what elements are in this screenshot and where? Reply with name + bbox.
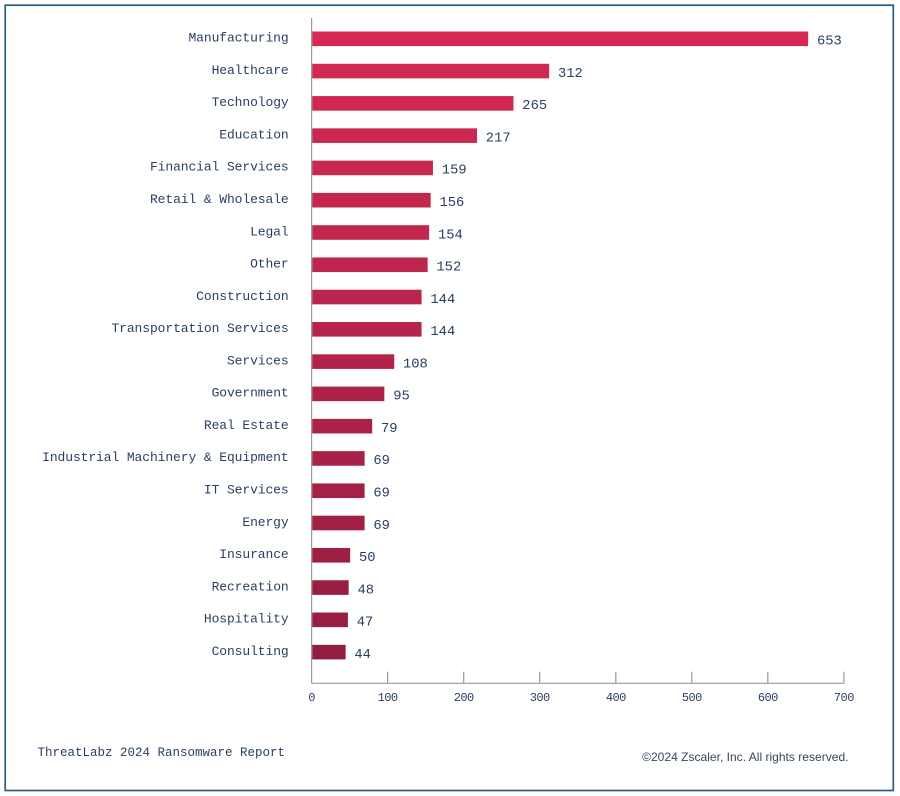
svg-text:500: 500 bbox=[682, 691, 702, 705]
svg-text:47: 47 bbox=[357, 616, 374, 631]
svg-text:154: 154 bbox=[438, 228, 463, 243]
svg-text:95: 95 bbox=[393, 390, 410, 405]
svg-text:Industrial Machinery & Equipme: Industrial Machinery & Equipment bbox=[42, 450, 288, 465]
svg-text:400: 400 bbox=[606, 691, 626, 705]
svg-text:69: 69 bbox=[373, 487, 390, 502]
svg-text:653: 653 bbox=[817, 35, 842, 50]
svg-text:Retail & Wholesale: Retail & Wholesale bbox=[150, 192, 289, 207]
svg-text:©2024 Zscaler, Inc. All rights: ©2024 Zscaler, Inc. All rights reserved. bbox=[642, 750, 848, 764]
svg-text:Insurance: Insurance bbox=[219, 547, 288, 562]
svg-text:Government: Government bbox=[212, 386, 289, 401]
svg-text:156: 156 bbox=[440, 196, 465, 211]
svg-text:0: 0 bbox=[308, 691, 315, 705]
svg-text:300: 300 bbox=[530, 691, 550, 705]
svg-text:200: 200 bbox=[454, 691, 474, 705]
svg-text:Other: Other bbox=[250, 257, 289, 272]
svg-text:Legal: Legal bbox=[250, 224, 289, 239]
svg-text:69: 69 bbox=[373, 454, 390, 469]
svg-text:Financial Services: Financial Services bbox=[150, 160, 289, 175]
svg-text:69: 69 bbox=[373, 519, 390, 534]
svg-text:312: 312 bbox=[558, 67, 583, 82]
svg-text:Education: Education bbox=[219, 127, 288, 142]
svg-text:48: 48 bbox=[358, 583, 375, 598]
svg-text:600: 600 bbox=[758, 691, 778, 705]
svg-text:Technology: Technology bbox=[212, 95, 289, 110]
svg-text:144: 144 bbox=[430, 293, 455, 308]
svg-text:144: 144 bbox=[430, 325, 455, 340]
svg-text:Construction: Construction bbox=[196, 289, 288, 304]
svg-text:Real Estate: Real Estate bbox=[204, 418, 289, 433]
svg-text:Healthcare: Healthcare bbox=[212, 63, 289, 78]
svg-text:50: 50 bbox=[359, 551, 376, 566]
svg-text:IT Services: IT Services bbox=[204, 483, 289, 498]
svg-text:217: 217 bbox=[486, 131, 511, 146]
svg-text:ThreatLabz 2024 Ransomware Rep: ThreatLabz 2024 Ransomware Report bbox=[38, 746, 286, 760]
svg-text:Energy: Energy bbox=[242, 515, 289, 530]
svg-text:Consulting: Consulting bbox=[212, 644, 289, 659]
svg-text:44: 44 bbox=[354, 648, 371, 663]
svg-text:700: 700 bbox=[834, 691, 854, 705]
svg-text:152: 152 bbox=[436, 261, 461, 276]
svg-text:Manufacturing: Manufacturing bbox=[188, 31, 288, 46]
svg-text:159: 159 bbox=[442, 164, 467, 179]
svg-text:Transportation Services: Transportation Services bbox=[111, 321, 288, 336]
svg-text:79: 79 bbox=[381, 422, 398, 437]
svg-text:265: 265 bbox=[522, 99, 547, 114]
svg-text:Hospitality: Hospitality bbox=[204, 612, 289, 627]
svg-text:Services: Services bbox=[227, 353, 289, 368]
svg-text:108: 108 bbox=[403, 357, 428, 372]
svg-text:100: 100 bbox=[378, 691, 398, 705]
svg-text:Recreation: Recreation bbox=[212, 579, 289, 594]
